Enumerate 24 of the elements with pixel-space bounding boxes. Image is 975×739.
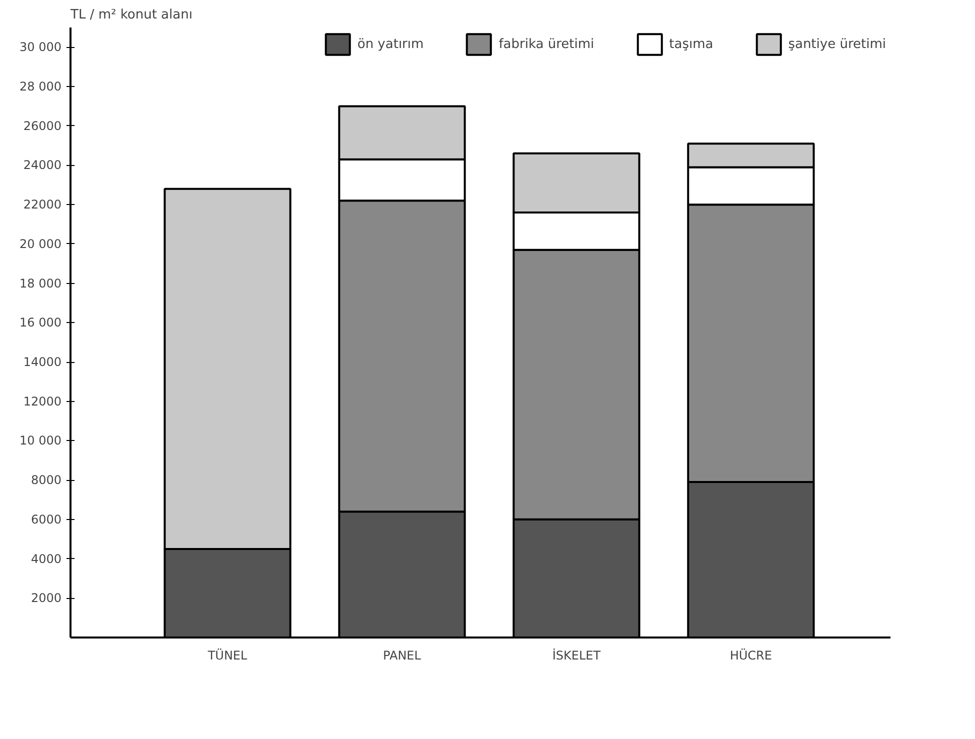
legend-label: fabrika üretimi — [498, 36, 594, 52]
y-tick-label: 12000 — [23, 394, 62, 408]
y-tick-label: 2000 — [30, 591, 62, 606]
y-tick-label: 30 000 — [20, 40, 62, 54]
legend-label: ön yatırım — [357, 36, 424, 52]
y-tick-label: 28 000 — [20, 80, 62, 94]
y-tick-label: 14000 — [23, 355, 62, 370]
y-tick-label: 20 000 — [20, 236, 62, 251]
y-tick-label: 26000 — [23, 118, 62, 133]
x-tick-label: HÜCRE — [730, 648, 772, 662]
y-tick-label: 4000 — [30, 552, 62, 566]
y-axis-title: TL / m² konut alanı — [70, 8, 192, 22]
y-tick-label: 22000 — [23, 198, 62, 212]
y-tick-label: 18 000 — [20, 276, 62, 290]
y-tick-label: 10 000 — [20, 434, 62, 448]
x-tick-label: TÜNEL — [206, 648, 248, 662]
y-tick-label: 6000 — [30, 512, 62, 526]
legend-label: şantiye üretimi — [788, 36, 886, 52]
x-tick-label: PANEL — [383, 648, 422, 662]
y-tick-label: 16 000 — [20, 316, 62, 330]
y-tick-label: 8000 — [30, 473, 62, 488]
x-tick-label: İSKELET — [552, 648, 602, 662]
y-tick-label: 24000 — [23, 158, 62, 172]
legend-label: taşıma — [669, 36, 714, 52]
